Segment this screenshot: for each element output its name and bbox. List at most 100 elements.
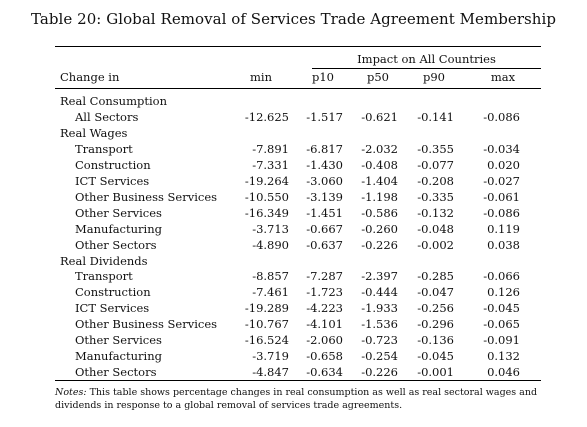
cell-p50: -2.397	[361, 269, 398, 284]
cell-max: -0.091	[483, 333, 520, 348]
column-header-min: min	[250, 70, 272, 84]
row-label: Other Sectors	[75, 365, 157, 380]
cell-p50: -0.408	[361, 157, 398, 172]
cell-p50: -1.198	[361, 189, 398, 204]
cell-max: -0.086	[483, 205, 520, 220]
cell-max: -0.066	[483, 269, 520, 284]
column-header-p90: p90	[423, 70, 445, 84]
cell-p90: -0.132	[417, 205, 454, 220]
cell-p90: -0.296	[417, 317, 454, 332]
cell-min: -7.461	[252, 285, 289, 300]
cell-max: -0.065	[483, 317, 520, 332]
cell-p10: -2.060	[306, 333, 343, 348]
group-header: Impact on All Countries	[357, 52, 496, 66]
cell-p50: -0.444	[361, 285, 398, 300]
row-label: ICT Services	[75, 301, 150, 316]
section-title: Real Wages	[60, 125, 128, 140]
column-header-p10: p10	[312, 70, 334, 84]
cell-min: -19.264	[244, 173, 289, 188]
row-label: Other Services	[75, 205, 162, 220]
cell-p50: -1.536	[361, 317, 398, 332]
notes-text: This table shows percentage changes in r…	[55, 387, 538, 411]
cell-p50: -2.032	[361, 141, 398, 156]
row-label: Other Business Services	[75, 317, 218, 332]
cell-p10: -0.637	[306, 237, 343, 252]
cell-max: -0.045	[483, 301, 520, 316]
row-label: Transport	[75, 141, 133, 156]
cell-p50: -0.621	[361, 109, 398, 124]
row-label: Other Sectors	[75, 237, 157, 252]
cell-p10: -4.223	[306, 301, 343, 316]
cell-min: -7.331	[252, 157, 289, 172]
cell-max: 0.038	[487, 237, 520, 252]
cell-max: 0.126	[487, 285, 520, 300]
row-label: All Sectors	[75, 109, 139, 124]
row-label: Manufacturing	[75, 349, 162, 364]
cell-p50: -0.586	[361, 205, 398, 220]
cell-p90: -0.335	[417, 189, 454, 204]
cell-p10: -3.060	[306, 173, 343, 188]
section-title: Real Consumption	[60, 94, 167, 108]
cell-min: -3.713	[252, 221, 289, 236]
cell-p50: -0.260	[361, 221, 398, 236]
cell-p50: -0.723	[361, 333, 398, 348]
cell-p90: -0.355	[417, 141, 454, 156]
row-label: Construction	[75, 285, 151, 300]
top-rule	[55, 46, 541, 48]
cell-min: -10.550	[244, 189, 289, 204]
cell-p50: -0.226	[361, 237, 398, 252]
cell-p90: -0.077	[417, 157, 454, 172]
cell-p90: -0.256	[417, 301, 454, 316]
cell-max: -0.061	[483, 189, 520, 204]
cell-min: -4.890	[252, 237, 289, 252]
row-label: ICT Services	[75, 173, 150, 188]
cell-p90: -0.136	[417, 333, 454, 348]
cell-p10: -1.451	[306, 205, 343, 220]
cell-max: -0.027	[483, 173, 520, 188]
row-label: Other Business Services	[75, 189, 218, 204]
table-notes: Notes: This table shows percentage chang…	[55, 386, 545, 412]
cell-min: -19.289	[244, 301, 289, 316]
cell-p10: -0.667	[306, 221, 343, 236]
row-label: Construction	[75, 157, 151, 172]
cell-p10: -1.430	[306, 157, 343, 172]
cell-min: -10.767	[244, 317, 289, 332]
cell-p10: -0.634	[306, 365, 343, 380]
cell-max: 0.119	[487, 221, 520, 236]
cell-p10: -1.517	[306, 109, 343, 124]
cell-min: -8.857	[252, 269, 289, 284]
row-label: Transport	[75, 269, 133, 284]
cell-p90: -0.045	[417, 349, 454, 364]
cell-p90: -0.048	[417, 221, 454, 236]
cell-p50: -1.404	[361, 173, 398, 188]
cell-p90: -0.002	[417, 237, 454, 252]
column-header-p50: p50	[367, 70, 389, 84]
group-header-rule	[312, 68, 541, 69]
cell-p90: -0.001	[417, 365, 454, 380]
cell-p10: -0.658	[306, 349, 343, 364]
cell-p10: -4.101	[306, 317, 343, 332]
cell-p90: -0.047	[417, 285, 454, 300]
cell-p10: -3.139	[306, 189, 343, 204]
bottom-rule	[55, 380, 541, 382]
header-rule	[55, 88, 541, 89]
row-label: Manufacturing	[75, 221, 162, 236]
cell-p50: -0.226	[361, 365, 398, 380]
cell-max: 0.020	[487, 157, 520, 172]
cell-min: -16.349	[244, 205, 289, 220]
cell-min: -16.524	[244, 333, 289, 348]
cell-p90: -0.141	[417, 109, 454, 124]
cell-p50: -1.933	[361, 301, 398, 316]
row-label: Other Services	[75, 333, 162, 348]
cell-max: -0.034	[483, 141, 520, 156]
cell-min: -7.891	[252, 141, 289, 156]
table-caption: Table 20: Global Removal of Services Tra…	[30, 10, 557, 28]
notes-label: Notes:	[55, 387, 87, 398]
cell-min: -12.625	[244, 109, 289, 124]
cell-p10: -1.723	[306, 285, 343, 300]
cell-max: 0.132	[487, 349, 520, 364]
cell-min: -3.719	[252, 349, 289, 364]
cell-p10: -6.817	[306, 141, 343, 156]
cell-p50: -0.254	[361, 349, 398, 364]
cell-p90: -0.285	[417, 269, 454, 284]
